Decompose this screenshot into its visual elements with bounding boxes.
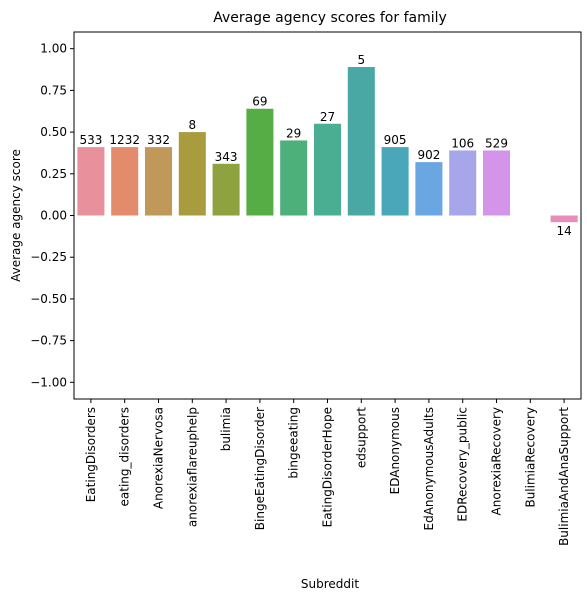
- x-tick-label: eating_disorders: [118, 407, 132, 506]
- x-tick-label: AnorexiaNervosa: [152, 407, 166, 509]
- bar-edsupport: [347, 67, 375, 216]
- bar-EDRecovery_public: [449, 150, 477, 216]
- bar-EatingDisorders: [77, 147, 105, 216]
- x-tick-label: EatingDisorders: [84, 407, 98, 502]
- x-axis-label: Subreddit: [301, 577, 359, 591]
- x-tick-label: edsupport: [354, 407, 368, 468]
- data-label-anorexiaflareuphelp: 8: [188, 118, 196, 132]
- y-tick-label: −0.50: [30, 292, 67, 306]
- data-label-EatingDisorders: 533: [79, 133, 102, 147]
- chart-title: Average agency scores for family: [213, 10, 447, 26]
- x-tick-label: EDAnonymous: [388, 407, 402, 494]
- plot-area: 533 1232 332 8 343 69 29 27 5 905 902 106 529 14 −1.00…: [30, 31, 582, 546]
- y-tick-label: 0.25: [40, 167, 67, 181]
- bar-AnorexiaRecovery: [482, 150, 511, 216]
- x-tick-label: BingeEatingDisorder: [253, 407, 267, 530]
- y-tick-label: −1.00: [30, 375, 67, 389]
- x-tick-label: EDRecovery_public: [456, 407, 470, 522]
- bar-AnorexiaNervosa: [144, 147, 173, 216]
- x-tick-label: BulimiaAndAnaSupport: [557, 407, 571, 546]
- y-tick-label: −0.75: [30, 334, 67, 348]
- data-label-EDRecovery_public: 106: [451, 136, 474, 150]
- data-label-bulimia: 343: [215, 150, 238, 164]
- bar-EDAnonymous: [381, 147, 409, 216]
- bar-BingeEatingDisorder: [246, 108, 274, 216]
- bar-bulimia: [212, 163, 240, 216]
- x-tick-label: anorexiaflareuphelp: [185, 407, 199, 527]
- y-tick-label: 1.00: [40, 42, 67, 56]
- data-label-EDAnonymous: 905: [384, 133, 407, 147]
- x-tick-label: bingeeating: [287, 407, 301, 479]
- data-label-edsupport: 5: [357, 53, 365, 67]
- x-tick-label: AnorexiaRecovery: [490, 407, 504, 515]
- bar-anorexiaflareuphelp: [178, 132, 206, 216]
- bar-bingeeating: [280, 140, 308, 216]
- bar-EdAnonymousAdults: [415, 162, 443, 216]
- data-label-AnorexiaNervosa: 332: [147, 133, 170, 147]
- bar-eating_disorders: [111, 147, 139, 216]
- x-tick-label: bulimia: [219, 407, 233, 451]
- x-tick-label: EdAnonymousAdults: [422, 407, 436, 530]
- y-tick-label: 0.50: [40, 125, 67, 139]
- data-label-bingeeating: 29: [286, 126, 301, 140]
- data-label-BulimiaAndAnaSupport: 14: [556, 224, 571, 238]
- data-label-BingeEatingDisorder: 69: [252, 95, 267, 109]
- plot-frame: [73, 31, 582, 400]
- y-tick-label: −0.25: [30, 250, 67, 264]
- x-tick-label: BulimiaRecovery: [523, 407, 537, 508]
- data-label-eating_disorders: 1232: [109, 133, 140, 147]
- bar-BulimiaAndAnaSupport: [550, 215, 578, 223]
- data-label-EdAnonymousAdults: 902: [417, 148, 440, 162]
- x-tick-label: EatingDisorderHope: [321, 407, 335, 527]
- y-axis-label: Average agency score: [9, 149, 23, 282]
- bar-EatingDisorderHope: [313, 123, 342, 216]
- data-label-EatingDisorderHope: 27: [320, 110, 335, 124]
- data-label-AnorexiaRecovery: 529: [485, 136, 508, 150]
- y-tick-label: 0.75: [40, 83, 67, 97]
- y-tick-label: 0.00: [40, 209, 67, 223]
